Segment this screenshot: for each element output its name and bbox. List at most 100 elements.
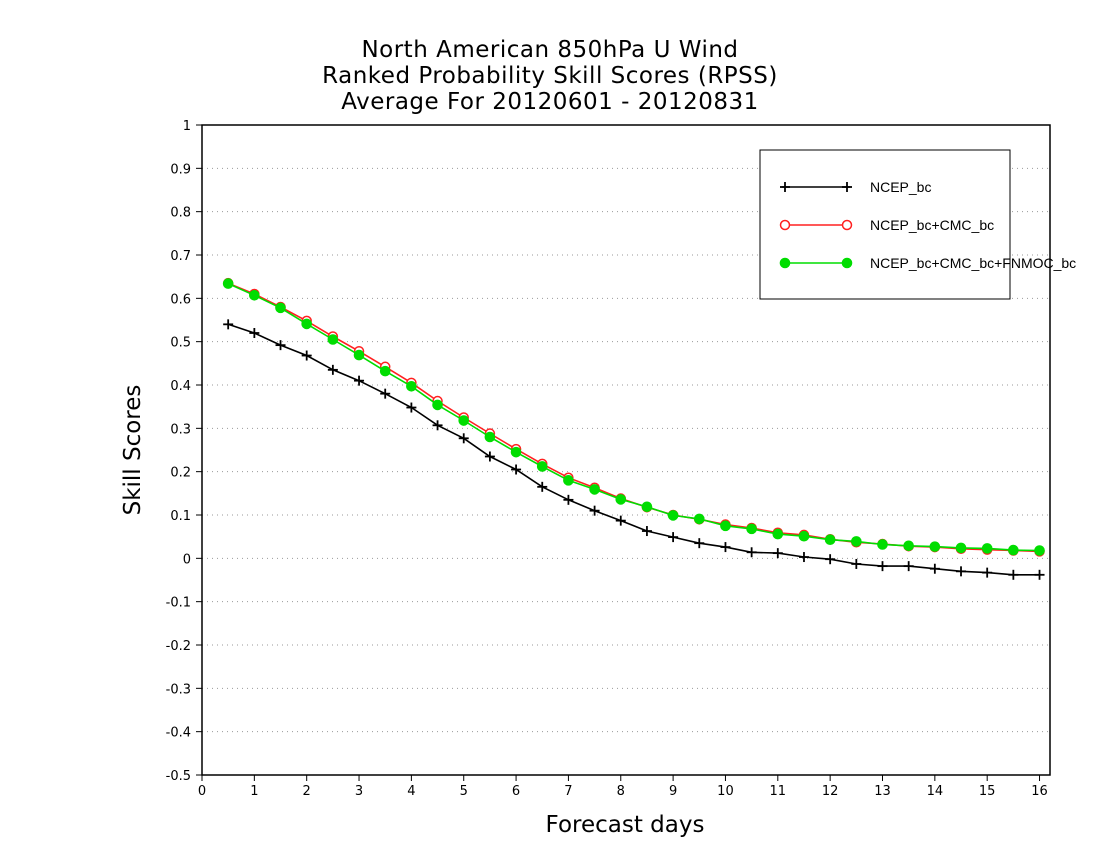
data-point — [694, 538, 705, 549]
data-point — [668, 532, 679, 543]
x-tick-label: 7 — [564, 784, 572, 799]
data-point — [406, 381, 417, 392]
y-tick-label: -0.4 — [166, 726, 191, 741]
data-point — [981, 543, 993, 554]
data-point — [589, 484, 600, 495]
data-point — [667, 510, 679, 521]
y-tick-label: 0.1 — [170, 509, 191, 524]
y-tick-label: -0.3 — [166, 682, 191, 697]
data-point — [929, 541, 941, 552]
data-point — [536, 461, 548, 472]
legend-marker — [841, 219, 853, 231]
data-point — [746, 547, 757, 558]
data-point — [1034, 569, 1045, 580]
data-point — [458, 433, 469, 444]
data-point — [327, 364, 338, 375]
series-layer — [222, 277, 1045, 580]
data-point — [222, 278, 234, 289]
x-axis-label: Forecast days — [546, 812, 705, 838]
y-tick-label: 1 — [183, 119, 191, 134]
data-point — [798, 552, 809, 563]
y-tick-label: 0.2 — [170, 466, 191, 481]
y-axis-label: Skill Scores — [120, 385, 146, 516]
data-point — [432, 399, 443, 411]
data-point — [641, 526, 652, 537]
x-tick-label: 10 — [717, 784, 734, 799]
x-tick-label: 3 — [355, 784, 363, 799]
legend-label: NCEP_bc+CMC_bc+FNMOC_bc — [870, 255, 1076, 271]
data-point — [903, 540, 914, 552]
x-tick-label: 0 — [198, 784, 206, 799]
x-tick-label: 9 — [669, 784, 677, 799]
y-tick-label: 0.8 — [170, 206, 191, 221]
series-line — [227, 282, 1040, 552]
data-point — [641, 501, 653, 513]
y-tick-label: -0.5 — [166, 769, 191, 784]
legend-marker — [780, 182, 790, 192]
series-2 — [222, 277, 1045, 557]
y-tick-label: 0.6 — [170, 292, 191, 307]
series-line — [227, 282, 1040, 553]
data-point — [798, 530, 810, 542]
legend-marker — [779, 257, 791, 269]
y-tick-label: 0.3 — [170, 422, 191, 437]
x-tick-label: 8 — [617, 784, 625, 799]
legend-label: NCEP_bc — [870, 179, 931, 195]
data-point — [1008, 569, 1019, 580]
x-tick-label: 2 — [303, 784, 311, 799]
data-point — [929, 563, 940, 574]
data-point — [301, 318, 312, 330]
y-tick-label: 0.9 — [170, 162, 191, 177]
data-point — [746, 523, 757, 535]
data-point — [851, 536, 862, 547]
data-point — [824, 534, 836, 546]
data-point — [432, 420, 443, 431]
data-point — [510, 446, 522, 458]
data-point — [955, 542, 967, 554]
data-point — [275, 340, 286, 351]
plot-frame — [201, 124, 1051, 776]
data-point — [379, 365, 391, 377]
series-line — [227, 323, 1040, 576]
data-point — [354, 375, 365, 386]
data-point — [720, 542, 731, 553]
data-point — [982, 567, 993, 578]
data-point — [275, 302, 286, 314]
data-point — [772, 528, 784, 540]
legend-marker — [841, 257, 853, 269]
y-tick-label: 0.5 — [170, 336, 191, 351]
data-point — [1034, 545, 1045, 556]
x-tick-label: 11 — [770, 784, 787, 799]
data-point — [249, 328, 260, 338]
legend-marker — [779, 219, 791, 231]
data-point — [563, 494, 574, 505]
data-point — [956, 566, 967, 577]
x-tick-label: 4 — [407, 784, 415, 799]
data-point — [589, 505, 600, 516]
data-point — [223, 319, 234, 330]
chart-subtitle: Ranked Probability Skill Scores (RPSS) — [322, 63, 778, 89]
data-point — [877, 561, 888, 572]
legend-marker — [842, 182, 852, 192]
x-tick-label: 15 — [979, 784, 996, 799]
data-point — [693, 513, 705, 525]
data-point — [563, 475, 574, 486]
data-point — [353, 349, 365, 361]
series-3 — [222, 278, 1045, 556]
y-tick-label: 0.4 — [170, 379, 191, 394]
legend-label: NCEP_bc+CMC_bc — [870, 217, 994, 233]
data-point — [537, 481, 548, 492]
x-tick-label: 5 — [460, 784, 468, 799]
x-tick-label: 14 — [927, 784, 944, 799]
data-point — [772, 548, 783, 559]
y-tick-label: 0.7 — [170, 249, 191, 264]
data-point — [825, 554, 836, 565]
data-point — [903, 561, 914, 572]
data-point — [851, 558, 862, 569]
data-point — [484, 431, 496, 443]
data-point — [327, 334, 339, 345]
data-point — [1008, 544, 1019, 556]
data-point — [484, 451, 495, 462]
legend-item-3: NCEP_bc+CMC_bc+FNMOC_bc — [779, 255, 1076, 271]
